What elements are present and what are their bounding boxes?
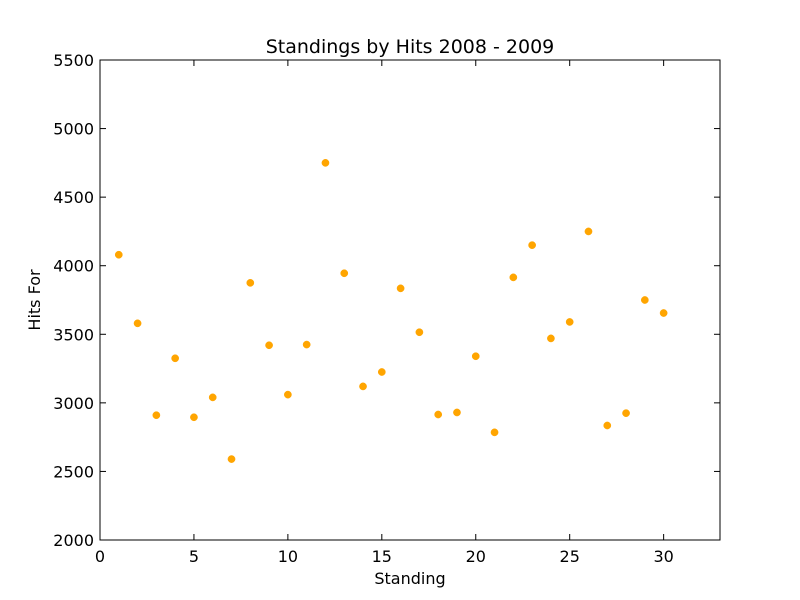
data-point-25 xyxy=(565,318,574,326)
data-point-13 xyxy=(340,269,349,278)
y-tick-label: 3500 xyxy=(53,325,94,344)
x-tick-label: 0 xyxy=(95,547,105,566)
data-point-5 xyxy=(190,413,198,422)
data-point-11 xyxy=(302,340,311,349)
data-point-19 xyxy=(453,408,461,417)
data-point-7 xyxy=(227,455,236,463)
data-points xyxy=(114,159,668,463)
data-point-1 xyxy=(114,250,123,259)
x-tick-label: 15 xyxy=(372,547,392,566)
data-point-6 xyxy=(208,393,217,402)
y-tick-label: 3000 xyxy=(53,394,94,413)
data-point-28 xyxy=(622,409,630,417)
data-point-8 xyxy=(246,279,255,287)
data-point-29 xyxy=(640,296,649,304)
y-tick-label: 5000 xyxy=(53,120,94,139)
plot-frame xyxy=(99,59,721,541)
data-point-23 xyxy=(528,241,536,249)
x-axis-title: Standing xyxy=(374,569,445,588)
y-tick-label: 4500 xyxy=(53,188,94,207)
data-point-21 xyxy=(490,428,499,437)
y-axis-title: Hits For xyxy=(25,269,44,331)
data-point-15 xyxy=(377,368,386,376)
y-tick-label: 4000 xyxy=(53,257,94,276)
data-point-2 xyxy=(133,319,142,328)
data-point-22 xyxy=(509,273,518,282)
y-tick-label: 2500 xyxy=(53,462,94,481)
data-point-30 xyxy=(659,309,668,317)
x-tick-label: 5 xyxy=(189,547,199,566)
data-point-12 xyxy=(321,159,330,167)
y-tick-label: 5500 xyxy=(53,51,94,70)
data-point-10 xyxy=(284,390,292,399)
data-point-24 xyxy=(547,334,555,343)
data-point-9 xyxy=(265,341,273,350)
data-point-26 xyxy=(584,227,593,236)
data-point-17 xyxy=(415,328,424,337)
data-point-3 xyxy=(152,411,161,420)
data-point-16 xyxy=(396,284,405,293)
x-tick-label: 20 xyxy=(466,547,486,566)
x-tick-label: 25 xyxy=(560,547,580,566)
data-point-20 xyxy=(471,352,480,361)
axis-ticks: 0 5 10 15 20 25 30 2000 2500 3000 3500 4000 4500 5000… xyxy=(53,51,720,566)
x-tick-label: 10 xyxy=(278,547,298,566)
data-point-14 xyxy=(359,382,367,391)
x-tick-label: 30 xyxy=(653,547,673,566)
chart-title: Standings by Hits 2008 - 2009 xyxy=(266,36,555,58)
data-point-18 xyxy=(434,410,443,419)
data-point-27 xyxy=(603,421,612,430)
data-point-4 xyxy=(171,354,180,363)
y-tick-label: 2000 xyxy=(53,531,94,550)
